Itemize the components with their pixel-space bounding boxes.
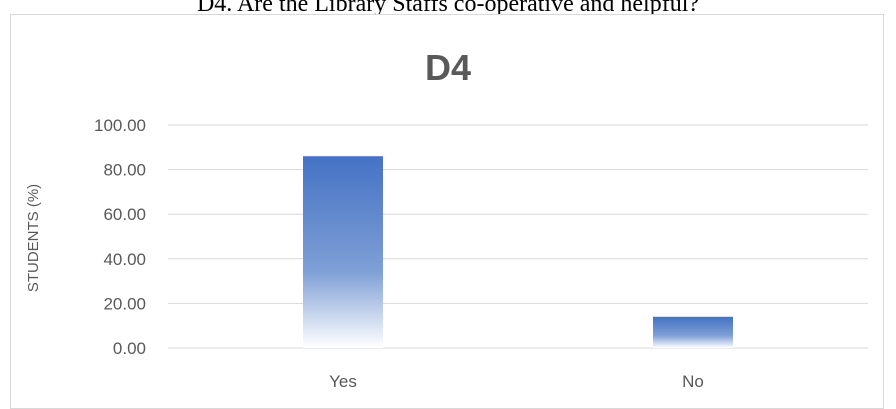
y-tick-label: 20.00 — [103, 294, 146, 313]
y-tick-labels: 0.00 20.00 40.00 60.00 80.00 100.00 — [94, 116, 146, 358]
y-tick-label: 40.00 — [103, 250, 146, 269]
gridlines — [168, 124, 868, 349]
bars — [303, 156, 733, 348]
bar-no — [653, 316, 733, 348]
x-tick-labels: Yes No — [329, 372, 704, 391]
y-tick-label: 60.00 — [103, 205, 146, 224]
x-tick-label: Yes — [329, 372, 357, 391]
x-tick-label: No — [682, 372, 704, 391]
y-tick-label: 80.00 — [103, 161, 146, 180]
y-tick-label: 0.00 — [113, 339, 146, 358]
chart-title: D4 — [425, 47, 471, 88]
bar-yes — [303, 156, 383, 348]
figure-caption: D4. Are the Library Staffs co-operative … — [196, 0, 700, 17]
chart-frame — [10, 14, 884, 409]
y-tick-label: 100.00 — [94, 116, 146, 135]
y-axis-label: STUDENTS (%) — [25, 184, 42, 292]
